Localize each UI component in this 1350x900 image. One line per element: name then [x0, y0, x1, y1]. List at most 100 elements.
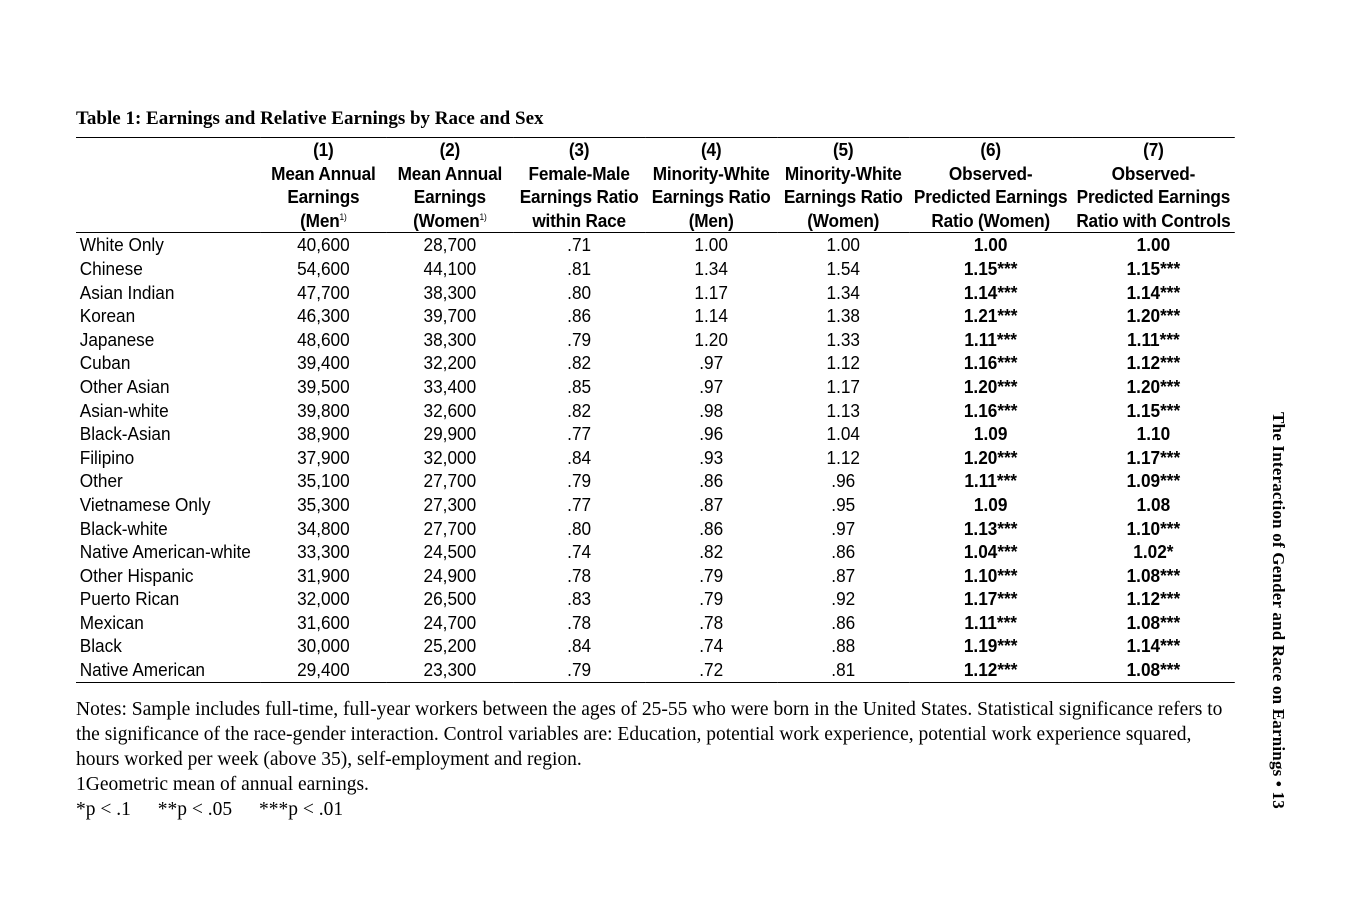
header-stub — [76, 162, 260, 186]
header-stub — [76, 138, 260, 162]
column-header-text: (Women — [413, 209, 480, 231]
table-cell: 54,600 — [297, 257, 350, 279]
table-row: Other 35,100 27,700 .79 .86 .96 1.11*** 1.09*** — [76, 469, 1235, 493]
table-cell: 30,000 — [297, 635, 350, 657]
table-cell: .86 — [699, 470, 724, 492]
table-cell: 1.17*** — [963, 588, 1018, 610]
table-row: Black 30,000 25,200 .84 .74 .88 1.19*** 1.14*** — [76, 634, 1235, 658]
table-cell: .82 — [699, 541, 724, 563]
table-row: Puerto Rican 32,000 26,500 .83 .79 .92 1.17***… — [76, 587, 1235, 611]
table-row: Asian-white 39,800 32,600 .82 .98 1.13 1.16***… — [76, 399, 1235, 423]
table-cell: .92 — [831, 588, 856, 610]
table-cell: 1.11*** — [964, 328, 1017, 350]
table-cell: .78 — [567, 564, 592, 586]
column-header-line1: Mean Annual — [387, 162, 513, 186]
table-cell: 24,700 — [423, 611, 477, 633]
table-cell: 1.20*** — [1126, 305, 1181, 327]
table-cell: .77 — [567, 493, 592, 515]
table-cell: 1.15*** — [963, 257, 1018, 279]
table-cell: 1.09 — [973, 423, 1008, 445]
row-label: Korean — [79, 305, 136, 327]
table-cell: .97 — [699, 375, 724, 397]
column-header-text: Ratio (Women) — [931, 209, 1050, 231]
column-header-text: Observed- — [948, 162, 1033, 184]
column-header-text: Mean Annual — [271, 162, 376, 184]
table-cell: .79 — [513, 658, 646, 683]
column-header-line2: Earnings Ratio — [513, 185, 645, 209]
table-cell: 1.00 — [1136, 234, 1171, 256]
table-cell: .82 — [567, 399, 592, 421]
table-cell: .78 — [567, 611, 592, 633]
column-header-text: (6) — [980, 139, 1001, 160]
significance-legend: *p < .1 **p < .05 ***p < .01 — [76, 797, 1226, 822]
table-cell: .85 — [567, 375, 592, 397]
table-cell: 1.14*** — [963, 281, 1018, 303]
column-header-line1: Female-Male — [513, 162, 645, 186]
header-stub — [76, 185, 260, 209]
table-cell: 44,100 — [423, 257, 477, 279]
table-cell: 1.11*** — [964, 611, 1017, 633]
table-row: Cuban 39,400 32,200 .82 .97 1.12 1.16*** 1.12**… — [76, 351, 1235, 375]
row-label: Puerto Rican — [79, 588, 180, 610]
table-cell: 27,700 — [423, 517, 477, 539]
header-stub — [76, 208, 261, 234]
table-cell: 1.00 — [826, 234, 860, 256]
table-row: Chinese 54,600 44,100 .81 1.34 1.54 1.15*** 1.1… — [76, 257, 1235, 281]
column-header-text: Earnings Ratio — [651, 186, 771, 208]
column-header-line2: Earnings — [260, 185, 386, 209]
column-header-line3: within Race — [513, 208, 646, 234]
table-cell: 32,600 — [423, 399, 477, 421]
column-header-line1: Mean Annual — [260, 162, 386, 186]
table-cell: 39,700 — [423, 305, 477, 327]
column-header-line3: Ratio (Women) — [909, 208, 1073, 234]
table-cell: .84 — [567, 446, 592, 468]
table-cell: .84 — [567, 635, 592, 657]
row-label: Chinese — [79, 257, 143, 279]
column-header-line2: Earnings Ratio — [777, 185, 909, 209]
table-row: Other Hispanic 31,900 24,900 .78 .79 .87 1.10*… — [76, 564, 1235, 588]
table-cell: 1.12 — [826, 352, 860, 374]
column-header-line3: Ratio with Controls — [1072, 208, 1235, 234]
table-row: Mexican 31,600 24,700 .78 .78 .86 1.11*** 1.08*… — [76, 611, 1235, 635]
row-label: Black-white — [79, 517, 168, 539]
table-cell: .77 — [567, 423, 592, 445]
table-cell: 47,700 — [297, 281, 350, 303]
table-cell: 1.12*** — [1126, 352, 1181, 374]
table-cell: .71 — [567, 234, 592, 256]
table-cell: 1.10*** — [1126, 517, 1181, 539]
column-header-num: (3) — [513, 138, 645, 162]
table-cell: 1.13 — [826, 399, 860, 421]
table-cell: 1.13*** — [963, 517, 1018, 539]
row-label: Japanese — [79, 328, 155, 350]
footnote-marker: 1) — [479, 211, 487, 222]
footnote-geometric-mean: 1Geometric mean of annual earnings. — [76, 774, 369, 795]
column-header-text: Mean Annual — [397, 162, 503, 184]
table-cell: 1.14 — [694, 305, 728, 327]
table-cell: 25,200 — [423, 635, 477, 657]
table-cell: 1.17 — [694, 281, 728, 303]
table-cell: 24,900 — [423, 564, 477, 586]
table-cell: 1.08 — [1136, 493, 1171, 515]
table-cell: 1.17*** — [1126, 446, 1181, 468]
table-cell: 38,300 — [423, 328, 477, 350]
table-cell: 35,300 — [297, 493, 350, 515]
table-cell: 1.15*** — [1126, 399, 1181, 421]
column-header-text: (2) — [439, 139, 461, 160]
table-cell: 1.08*** — [1126, 564, 1181, 586]
column-header-num: (5) — [777, 138, 909, 162]
table-cell: .93 — [699, 446, 724, 468]
column-header-num: (6) — [909, 138, 1072, 162]
column-header-num: (1) — [260, 138, 386, 162]
table-row: Other Asian 39,500 33,400 .85 .97 1.17 1.20***… — [76, 375, 1235, 399]
table-cell: .86 — [831, 541, 856, 563]
column-header-num: (2) — [387, 138, 513, 162]
table-row: White Only 40,600 28,700 .71 1.00 1.00 1.00 1.0… — [76, 233, 1235, 257]
table-cell: .86 — [567, 305, 592, 327]
table-row: Japanese 48,600 38,300 .79 1.20 1.33 1.11*** 1.… — [76, 328, 1235, 352]
table-cell: .88 — [831, 635, 856, 657]
table-cell: 1.00 — [694, 234, 728, 256]
table-cell: 1.04 — [826, 423, 860, 445]
row-label: Native American-white — [79, 541, 251, 563]
table-cell: .83 — [567, 588, 592, 610]
column-header-text: (3) — [568, 139, 590, 160]
